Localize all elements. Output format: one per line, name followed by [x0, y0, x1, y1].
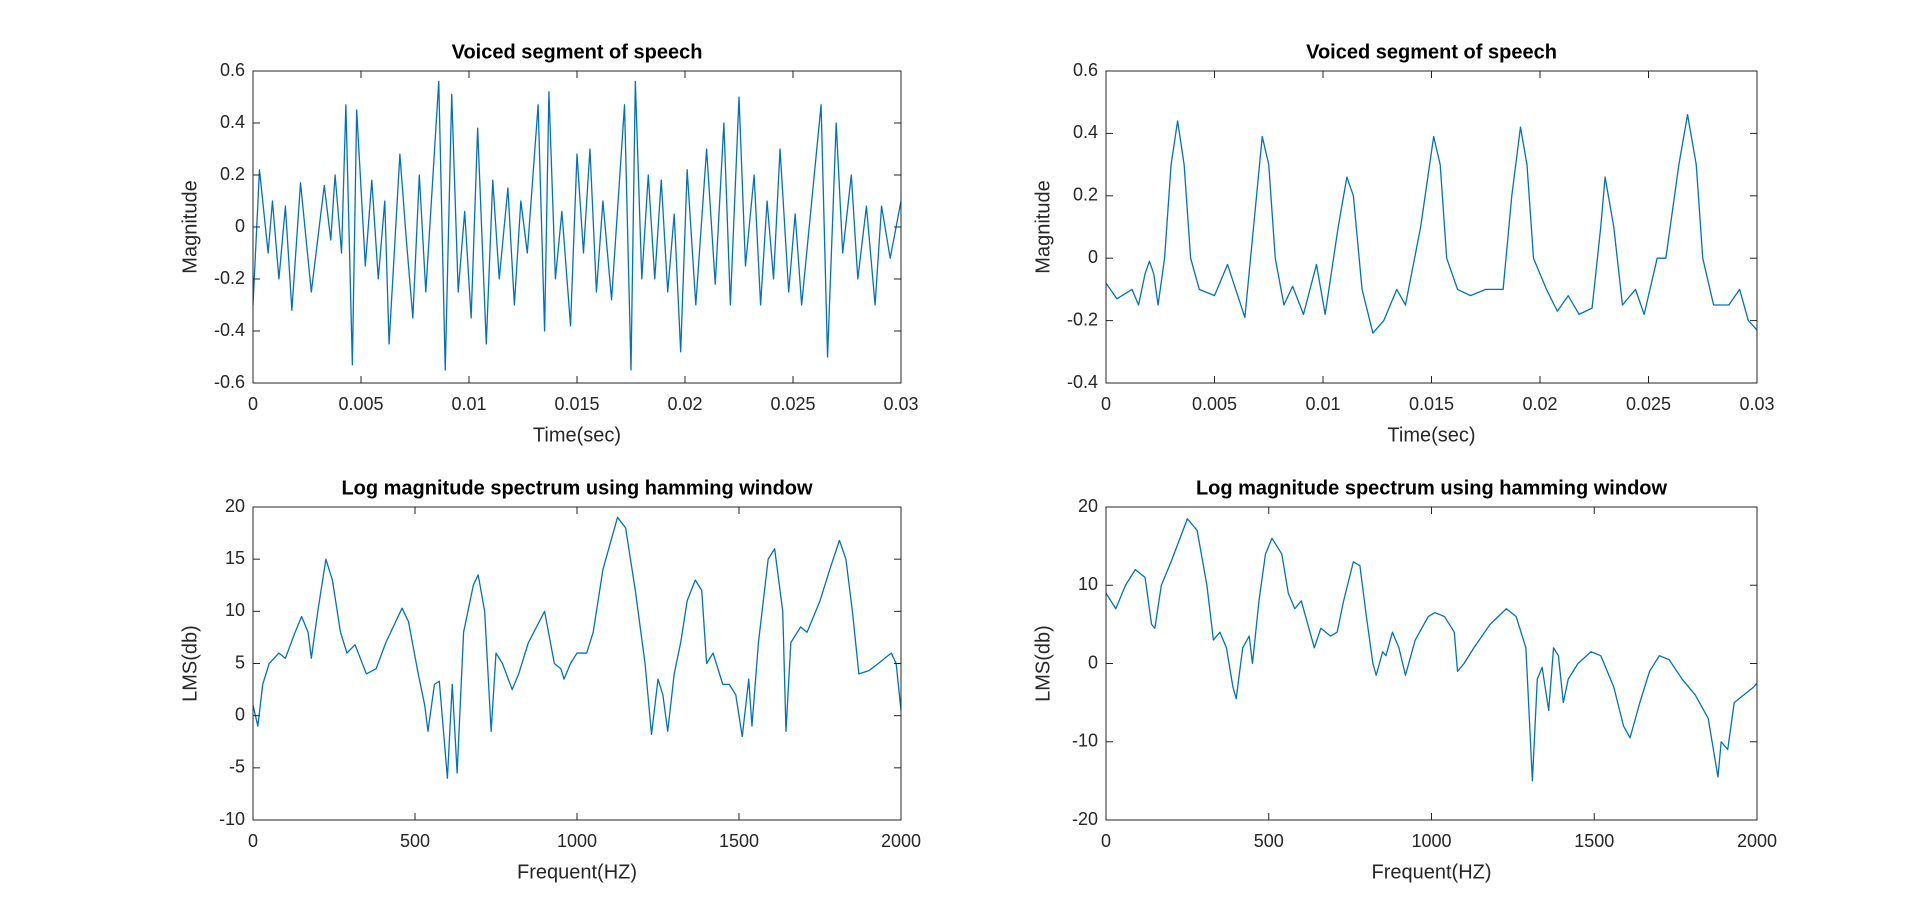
subplot: 0 500 1000 1500 2000 -10 -5 0 5 10 15 20 Log magnitu…	[179, 477, 921, 883]
x-tick-label: 0.01	[1305, 394, 1340, 414]
plot-area	[253, 71, 901, 383]
signal-line	[1106, 518, 1757, 782]
chart-title: Log magnitude spectrum using hamming win…	[341, 477, 813, 499]
y-tick-label: 0	[1088, 652, 1098, 672]
x-tick-label: 1500	[1574, 831, 1614, 851]
x-tick-label: 0.01	[451, 394, 486, 414]
y-tick-label: -10	[1072, 731, 1098, 751]
x-tick-label: 0.005	[338, 394, 383, 414]
chart-title: Voiced segment of speech	[1306, 41, 1557, 63]
y-tick-label: 0	[1088, 247, 1098, 267]
x-tick-label: 1000	[557, 831, 597, 851]
y-axis-label: Magnitude	[179, 180, 201, 273]
y-tick-label: 0	[235, 704, 245, 724]
signal-line	[253, 80, 901, 371]
x-axis-label: Time(sec)	[533, 424, 621, 446]
chart-title: Voiced segment of speech	[452, 41, 703, 63]
signal-line	[1106, 114, 1757, 334]
x-tick-label: 0.025	[1626, 394, 1671, 414]
y-tick-label: -0.6	[214, 372, 245, 392]
y-tick-label: -5	[229, 757, 245, 777]
signal-line	[253, 516, 901, 779]
subplot: 0 500 1000 1500 2000 -20 -10 0 10 20 Log magnitude…	[1032, 477, 1777, 883]
y-tick-label: 15	[225, 548, 245, 568]
y-tick-label: 0	[235, 216, 245, 236]
x-tick-label: 0.005	[1192, 394, 1237, 414]
x-tick-label: 0.025	[770, 394, 815, 414]
x-tick-label: 0	[1101, 831, 1111, 851]
y-axis-label: LMS(db)	[1032, 625, 1054, 702]
x-tick-label: 1500	[719, 831, 759, 851]
x-tick-label: 0.015	[554, 394, 599, 414]
x-axis-label: Frequent(HZ)	[1371, 861, 1491, 883]
x-tick-label: 500	[400, 831, 430, 851]
y-tick-label: 20	[225, 496, 245, 516]
x-tick-label: 2000	[1737, 831, 1777, 851]
y-tick-label: -0.2	[1067, 309, 1098, 329]
plot-area	[1106, 507, 1757, 820]
subplot: 0 0.005 0.01 0.015 0.02 0.025 0.03 -0.6 -0.4 -0.2…	[179, 41, 918, 446]
y-tick-label: 0.6	[1073, 60, 1098, 80]
chart-title: Log magnitude spectrum using hamming win…	[1196, 477, 1668, 499]
plot-area	[253, 507, 901, 820]
y-tick-label: 5	[235, 652, 245, 672]
plot-area	[1106, 71, 1757, 383]
x-tick-label: 0.03	[1739, 394, 1774, 414]
y-tick-label: 0.2	[1073, 185, 1098, 205]
x-tick-label: 2000	[881, 831, 921, 851]
plot-lines	[253, 80, 901, 371]
y-tick-label: 0.4	[1073, 122, 1098, 142]
y-tick-label: 10	[225, 600, 245, 620]
x-tick-label: 0	[1101, 394, 1111, 414]
subplot: 0 0.005 0.01 0.015 0.02 0.025 0.03 -0.4 -0.2 0 0.2…	[1032, 41, 1774, 446]
y-tick-label: -0.2	[214, 268, 245, 288]
x-axis-label: Frequent(HZ)	[517, 861, 637, 883]
x-tick-label: 0.02	[667, 394, 702, 414]
y-tick-label: 10	[1078, 574, 1098, 594]
x-tick-label: 0.02	[1522, 394, 1557, 414]
plot-lines	[253, 516, 901, 779]
y-tick-label: 0.6	[220, 60, 245, 80]
x-tick-label: 1000	[1411, 831, 1451, 851]
x-tick-label: 0	[248, 394, 258, 414]
x-axis-label: Time(sec)	[1387, 424, 1475, 446]
y-tick-label: -10	[219, 809, 245, 829]
x-tick-label: 0.015	[1409, 394, 1454, 414]
x-tick-label: 0	[248, 831, 258, 851]
y-tick-label: 0.2	[220, 164, 245, 184]
y-tick-label: -20	[1072, 809, 1098, 829]
plot-lines	[1106, 518, 1757, 782]
x-tick-label: 0.03	[883, 394, 918, 414]
y-tick-label: 20	[1078, 496, 1098, 516]
x-tick-label: 500	[1254, 831, 1284, 851]
y-tick-label: 0.4	[220, 112, 245, 132]
y-tick-label: -0.4	[1067, 372, 1098, 392]
y-axis-label: LMS(db)	[179, 625, 201, 702]
y-tick-label: -0.4	[214, 320, 245, 340]
y-axis-label: Magnitude	[1032, 180, 1054, 273]
plot-lines	[1106, 114, 1757, 334]
